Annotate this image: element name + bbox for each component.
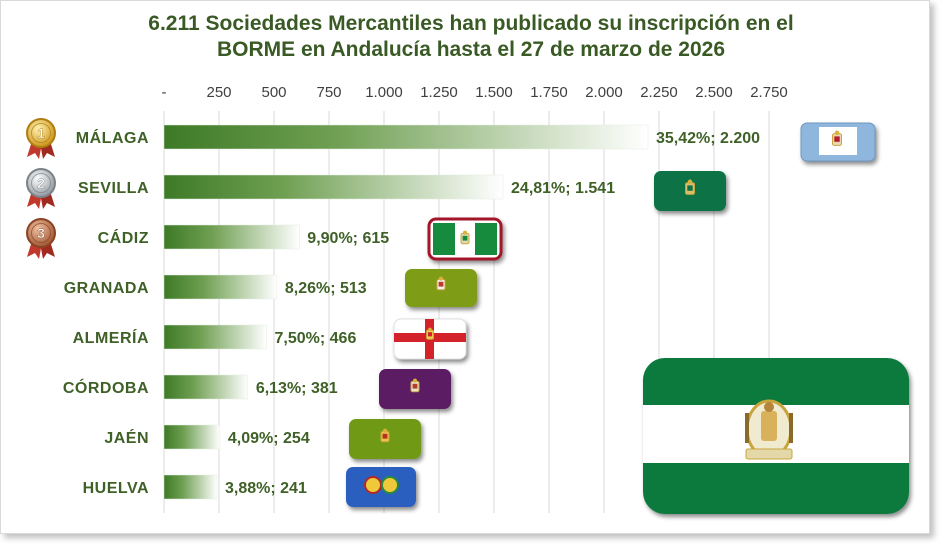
medal-rank: 3 [37,225,45,241]
crown-icon [687,179,693,185]
flags [346,122,909,514]
category-label: CÓRDOBA [63,378,149,397]
coat-of-arms-banner [745,448,793,460]
category-label: ALMERÍA [73,328,149,347]
chart-title-line-1: 6.211 Sociedades Mercantiles han publica… [148,12,794,35]
x-tick-label: 1.750 [530,84,568,101]
data-labels: 35,42%; 2.200 24,81%; 1.541 9,90%; 615 8,26… [225,130,760,497]
coat-of-arms-detail [427,332,433,337]
x-tick-label: 1.250 [420,84,458,101]
bar-sevilla [163,174,504,200]
crown-icon [413,378,417,383]
sevilla-flag-icon [654,171,726,211]
almeria-flag-icon [393,318,467,360]
medal-inner-ring [31,123,51,143]
huelva-flag-icon [346,467,416,507]
coat-of-arms-detail [687,185,693,191]
bar-cádiz [163,224,300,250]
bar-granada [163,274,278,300]
column-left [745,413,749,443]
coat-of-arms-detail [438,281,444,287]
medal-rank: 1 [37,125,45,141]
category-label: SEVILLA [78,180,149,197]
medal-rank: 2 [37,175,45,191]
data-label: 35,42%; 2.200 [656,130,760,147]
x-axis-ticks: - 250 500 750 1.000 1.250 1.500 1.750 2.000 2.250… [162,84,788,101]
category-label: GRANADA [64,280,149,297]
crown-icon [463,230,467,235]
chart-title-line-2: BORME en Andalucía hasta el 27 de marzo … [216,38,726,61]
crown-icon [428,327,432,332]
coat-of-arms-detail [834,136,840,142]
data-label: 7,50%; 466 [275,330,357,347]
hercules-figure [761,411,777,441]
x-tick-label: 2.250 [640,84,678,101]
data-label: 9,90%; 615 [307,230,389,247]
chart-frame: 6.211 Sociedades Mercantiles han publica… [0,0,930,534]
category-label: CÁDIZ [98,228,149,247]
category-label: HUELVA [83,480,149,497]
hercules-head [764,402,774,412]
crown-icon [383,428,387,433]
granada-flag-icon [405,269,477,307]
data-label: 4,09%; 254 [228,430,310,447]
x-tick-label: 750 [316,84,341,101]
medals: 1 2 3 [26,118,56,259]
coat-of-arms-detail [382,433,388,439]
category-labels: MÁLAGA SEVILLA CÁDIZ GRANADA ALMERÍA CÓRDOBA J… [63,128,149,497]
crown-icon [439,276,443,281]
data-label: 6,13%; 381 [256,380,338,397]
crown-icon [834,130,840,136]
x-tick-label: 2.500 [695,84,733,101]
x-tick-label: 500 [261,84,286,101]
chart-title: 6.211 Sociedades Mercantiles han publica… [41,11,901,63]
data-label: 3,88%; 241 [225,480,307,497]
medal-inner-ring [31,223,51,243]
cadiz-flag-icon [427,217,503,261]
gold-medal-icon: 1 [26,118,56,159]
malaga-flag-icon [800,122,876,162]
x-tick-label: 1.000 [365,84,403,101]
bar-chart: - 250 500 750 1.000 1.250 1.500 1.750 2.000 2.250… [26,84,909,514]
cordoba-flag-icon [379,369,451,409]
coat-of-arms-icon [364,476,382,494]
bar-jaén [163,424,221,450]
x-tick-label: 2.000 [585,84,623,101]
silver-medal-icon: 2 [26,168,56,209]
bar-huelva [163,474,218,500]
andalucia-flag-icon [643,358,909,514]
bars [163,124,649,500]
bar-córdoba [163,374,249,400]
bar-almería [163,324,267,350]
x-tick-label: 250 [206,84,231,101]
bronze-medal-icon: 3 [26,218,56,259]
bar-málaga [163,124,649,150]
jaen-flag-icon [349,419,421,459]
coat-of-arms-icon [381,476,399,494]
medal-inner-ring [31,173,51,193]
x-tick-label: 1.500 [475,84,513,101]
column-right [789,413,793,443]
coat-of-arms-detail [412,383,418,389]
category-label: JAÉN [104,428,149,447]
coat-of-arms-detail [462,235,468,241]
data-label: 8,26%; 513 [285,280,367,297]
x-tick-label: - [162,84,167,101]
category-label: MÁLAGA [76,128,149,147]
data-label: 24,81%; 1.541 [511,180,615,197]
x-tick-label: 2.750 [750,84,788,101]
